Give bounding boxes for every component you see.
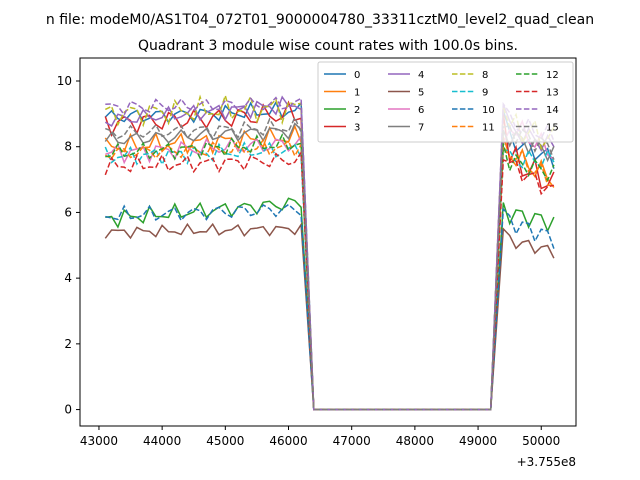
x-tick-label: 43000 bbox=[80, 434, 118, 448]
legend-label: 11 bbox=[482, 123, 495, 134]
legend-label: 10 bbox=[482, 105, 495, 116]
series-line-2 bbox=[105, 197, 555, 411]
series-line-3 bbox=[104, 100, 555, 411]
series-line-1 bbox=[104, 124, 555, 411]
x-tick-label: 48000 bbox=[396, 434, 434, 448]
x-tick-label: 45000 bbox=[206, 434, 244, 448]
series-line-11 bbox=[104, 138, 555, 411]
figure-suptitle: n file: modeM0/AS1T04_072T01_9000004780_… bbox=[46, 12, 594, 28]
legend-label: 6 bbox=[418, 105, 424, 116]
legend-label: 12 bbox=[546, 70, 559, 81]
legend-label: 13 bbox=[546, 88, 559, 99]
y-tick-label: 8 bbox=[64, 140, 72, 154]
series-line-9 bbox=[104, 141, 555, 411]
y-tick-label: 4 bbox=[64, 271, 72, 285]
series-line-5 bbox=[104, 222, 555, 411]
series-line-0 bbox=[104, 100, 555, 411]
legend-frame bbox=[317, 61, 574, 143]
legend-label: 8 bbox=[482, 70, 488, 81]
x-offset-label: +3.755e8 bbox=[517, 455, 576, 469]
legend-label: 3 bbox=[354, 123, 360, 134]
x-tick-label: 44000 bbox=[143, 434, 181, 448]
series-line-14 bbox=[105, 96, 555, 411]
legend-label: 5 bbox=[418, 88, 424, 99]
legend-label: 7 bbox=[418, 123, 424, 134]
x-tick-label: 49000 bbox=[459, 434, 497, 448]
series-line-6 bbox=[105, 119, 555, 411]
legend-label: 14 bbox=[546, 105, 559, 116]
chart-title: Quadrant 3 module wise count rates with … bbox=[138, 38, 518, 54]
legend-label: 4 bbox=[418, 70, 424, 81]
series-line-7 bbox=[104, 122, 555, 411]
series-lines bbox=[104, 93, 555, 411]
y-tick-label: 6 bbox=[64, 205, 72, 219]
axes: 43000 44000 45000 46000 47000 48000 49000 50000… bbox=[57, 74, 561, 448]
y-tick-label: 10 bbox=[57, 74, 72, 88]
legend-label: 1 bbox=[354, 88, 360, 99]
legend-label: 2 bbox=[354, 105, 360, 116]
x-tick-label: 47000 bbox=[333, 434, 371, 448]
y-tick-label: 0 bbox=[64, 403, 72, 417]
legend-label: 9 bbox=[482, 88, 488, 99]
series-line-8 bbox=[104, 93, 555, 411]
x-tick-label: 46000 bbox=[269, 434, 307, 448]
series-line-10 bbox=[105, 203, 555, 411]
legend-label: 15 bbox=[546, 123, 559, 134]
legend-label: 0 bbox=[354, 70, 360, 81]
x-tick-label: 50000 bbox=[522, 434, 560, 448]
series-line-13 bbox=[104, 150, 555, 411]
series-line-12 bbox=[105, 133, 555, 411]
plot-area-frame bbox=[79, 57, 577, 427]
y-tick-label: 2 bbox=[64, 337, 72, 351]
series-line-15 bbox=[105, 115, 555, 411]
